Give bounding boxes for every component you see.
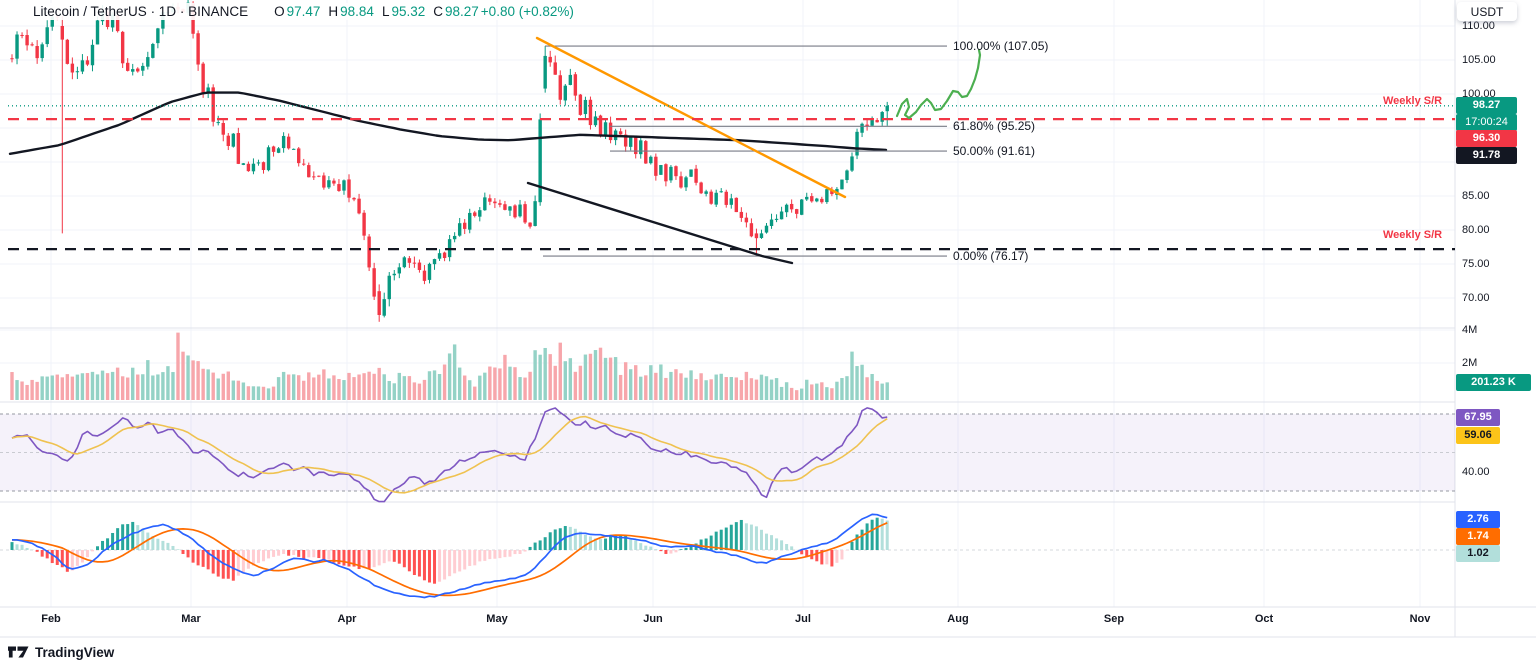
fib-retracement[interactable] bbox=[543, 45, 947, 257]
rsi-tick-40: 40.00 bbox=[1462, 465, 1490, 478]
ohlc-values: O 97.47 H 98.84 L 95.32 C 98.27 +0.80 (+0.82%) bbox=[263, 3, 581, 20]
macd-histogram[interactable] bbox=[10, 517, 889, 584]
green-projection-arrow[interactable] bbox=[895, 48, 982, 120]
month-label-Feb: Feb bbox=[41, 613, 61, 625]
countdown-badge: 17:00:24 bbox=[1456, 114, 1517, 132]
price-tick-100.00: 100.00 bbox=[1462, 88, 1496, 100]
volume-badge: 201.23 K bbox=[1456, 374, 1531, 391]
low-value: 95.32 bbox=[391, 4, 426, 19]
grid-lines bbox=[0, 0, 1455, 607]
time-axis[interactable] bbox=[0, 607, 1455, 637]
symbol-title[interactable]: Litecoin / TetherUS · 1D · BINANCE bbox=[28, 3, 254, 20]
rsi-band bbox=[0, 413, 1455, 492]
pane-separators[interactable] bbox=[0, 0, 1536, 638]
macd-value-badge: 2.76 bbox=[1456, 511, 1500, 529]
fib-level-label-2[interactable]: 50.00% (91.61) bbox=[953, 144, 1036, 159]
high-value: 98.84 bbox=[340, 4, 374, 19]
month-label-Oct: Oct bbox=[1254, 613, 1274, 625]
weekly-sr-label-1: Weekly S/R bbox=[1383, 229, 1443, 241]
rsi-ma-value-badge: 59.06 bbox=[1456, 426, 1500, 444]
open-label: O bbox=[274, 4, 285, 19]
weekly-sr-label-0: Weekly S/R bbox=[1383, 95, 1443, 107]
weekly-sr-price-badge: 96.30 bbox=[1456, 130, 1517, 148]
macd-signal-line[interactable] bbox=[12, 522, 888, 597]
open-value: 97.47 bbox=[286, 4, 321, 19]
macd-line[interactable] bbox=[12, 513, 888, 599]
month-label-Apr: Apr bbox=[337, 613, 357, 625]
ma-200-line[interactable] bbox=[8, 91, 888, 156]
weekly-sr-lines[interactable] bbox=[8, 118, 1455, 251]
price-tick-75.00: 75.00 bbox=[1462, 258, 1490, 270]
descending-black-trendline[interactable] bbox=[526, 181, 794, 265]
candlestick-series[interactable] bbox=[10, 0, 889, 322]
month-label-May: May bbox=[486, 613, 508, 625]
change-value: +0.80 (+0.82%) bbox=[480, 4, 574, 19]
month-label-Aug: Aug bbox=[947, 613, 969, 625]
price-tick-70.00: 70.00 bbox=[1462, 292, 1490, 304]
month-label-Jul: Jul bbox=[795, 613, 811, 625]
macd-hist-badge: 1.02 bbox=[1456, 545, 1500, 563]
tradingview-logo[interactable]: TradingView bbox=[8, 644, 114, 660]
volume-tick-4M: 4M bbox=[1462, 324, 1478, 336]
month-label-Mar: Mar bbox=[181, 613, 201, 625]
tradingview-logo-icon bbox=[8, 646, 29, 658]
price-tick-85.00: 85.00 bbox=[1462, 190, 1490, 202]
currency-toggle-button[interactable]: USDT bbox=[1457, 2, 1517, 21]
rsi-value-badge: 67.95 bbox=[1456, 409, 1500, 427]
high-label: H bbox=[328, 4, 339, 19]
month-label-Sep: Sep bbox=[1103, 613, 1125, 625]
rsi-line[interactable] bbox=[11, 407, 888, 503]
month-label-Nov: Nov bbox=[1409, 613, 1431, 625]
price-tick-105.00: 105.00 bbox=[1462, 54, 1496, 66]
month-label-Jun: Jun bbox=[643, 613, 663, 625]
volume-tick-2M: 2M bbox=[1462, 357, 1478, 369]
symbol-legend: Litecoin / TetherUS · 1D · BINANCE O 97.4… bbox=[28, 3, 581, 20]
low-label: L bbox=[381, 4, 390, 19]
rsi-ma-line[interactable] bbox=[11, 415, 888, 494]
last-price-badge: 98.27 bbox=[1456, 97, 1517, 115]
price-tick-110.00: 110.00 bbox=[1462, 20, 1495, 32]
descending-orange-trendline[interactable] bbox=[535, 36, 847, 199]
close-label: C bbox=[433, 4, 443, 19]
close-value: 98.27 bbox=[445, 4, 479, 19]
ma200-price-badge: 91.78 bbox=[1456, 147, 1517, 165]
macd-signal-badge: 1.74 bbox=[1456, 528, 1500, 546]
fib-level-label-1[interactable]: 61.80% (95.25) bbox=[953, 119, 1036, 134]
price-tick-80.00: 80.00 bbox=[1462, 224, 1490, 236]
fib-level-label-3[interactable]: 0.00% (76.17) bbox=[953, 249, 1029, 264]
fib-level-label-0[interactable]: 100.00% (107.05) bbox=[953, 39, 1049, 54]
volume-series[interactable] bbox=[10, 332, 889, 400]
tradingview-logo-text: TradingView bbox=[35, 644, 115, 660]
